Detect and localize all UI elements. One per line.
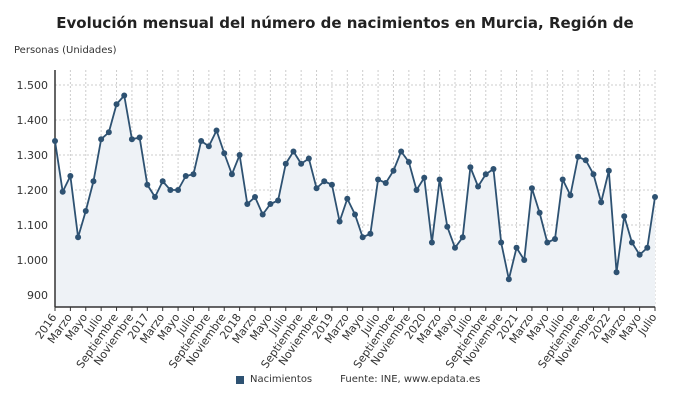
legend-label: Nacimientos: [250, 374, 313, 385]
data-point: [352, 211, 358, 218]
data-point: [413, 187, 420, 193]
data-point: [259, 211, 266, 218]
data-point: [221, 150, 228, 157]
y-tick-label: 1.500: [17, 79, 49, 92]
data-point: [436, 176, 443, 183]
data-point: [298, 160, 305, 167]
data-point: [328, 181, 335, 188]
data-point: [598, 199, 605, 206]
data-point: [575, 153, 582, 160]
y-tick-label: 1.000: [17, 254, 49, 267]
data-point: [398, 148, 405, 155]
data-point: [182, 173, 189, 179]
data-point: [405, 159, 412, 165]
data-point: [428, 239, 435, 246]
data-point: [275, 197, 282, 204]
y-tick-label: 1.400: [17, 114, 49, 127]
data-point: [559, 176, 566, 183]
y-tick-label: 1.300: [17, 149, 49, 162]
data-point: [228, 171, 235, 178]
data-point: [105, 129, 112, 136]
data-point: [313, 185, 320, 192]
data-point: [336, 218, 343, 225]
data-point: [144, 181, 151, 188]
data-point: [290, 148, 297, 155]
data-point: [605, 167, 612, 174]
data-point: [344, 195, 351, 202]
data-point: [613, 269, 620, 276]
data-point: [152, 194, 158, 200]
data-point: [236, 152, 243, 158]
data-point: [175, 187, 182, 193]
data-point: [505, 276, 512, 283]
y-tick-label: 1.200: [17, 184, 49, 197]
data-point: [59, 188, 66, 195]
data-point: [198, 138, 205, 144]
data-point: [444, 223, 451, 230]
data-point: [482, 171, 489, 178]
data-point: [590, 171, 597, 178]
data-point: [513, 244, 520, 251]
data-point: [528, 185, 535, 192]
data-point: [213, 127, 220, 134]
data-point: [75, 234, 82, 241]
data-point: [475, 183, 482, 190]
data-point: [113, 101, 120, 108]
y-tick-label: 900: [27, 289, 48, 302]
chart-title: Evolución mensual del número de nacimien…: [56, 14, 634, 32]
legend-swatch: [236, 375, 244, 384]
data-point: [67, 173, 74, 179]
data-point: [552, 236, 558, 242]
data-point: [82, 208, 89, 214]
data-point: [367, 230, 374, 237]
data-point: [136, 134, 143, 141]
data-point: [121, 92, 128, 99]
data-point: [244, 201, 251, 207]
data-point: [390, 167, 397, 174]
data-point: [582, 157, 589, 164]
data-point: [90, 178, 97, 185]
data-point: [621, 213, 628, 220]
y-tick-label: 1.100: [17, 219, 49, 232]
y-axis-label: Personas (Unidades): [14, 45, 117, 56]
data-point: [544, 239, 551, 246]
data-point: [98, 136, 105, 143]
data-point: [282, 160, 289, 167]
data-point: [652, 194, 658, 200]
data-point: [636, 251, 643, 258]
data-point: [375, 176, 382, 183]
data-point: [382, 180, 389, 186]
data-point: [421, 174, 428, 181]
source-text: Fuente: INE, www.epdata.es: [340, 374, 481, 385]
data-point: [536, 209, 543, 216]
data-point: [205, 143, 212, 150]
data-point: [321, 178, 328, 185]
data-point: [644, 244, 651, 251]
data-point: [267, 201, 274, 207]
data-point: [359, 234, 366, 241]
data-point: [305, 155, 312, 162]
data-point: [490, 166, 497, 172]
data-point: [567, 192, 574, 199]
data-point: [459, 234, 466, 241]
data-point: [52, 138, 58, 144]
data-point: [467, 164, 474, 171]
data-point: [628, 239, 635, 246]
data-point: [190, 171, 197, 178]
data-point: [167, 187, 174, 193]
data-point: [452, 244, 458, 251]
data-point: [498, 239, 505, 246]
data-point: [159, 178, 166, 185]
legend: Nacimientos Fuente: INE, www.epdata.es: [236, 374, 480, 385]
series-area: [55, 95, 655, 307]
data-point: [521, 257, 528, 263]
data-point: [128, 136, 135, 143]
data-point: [252, 194, 258, 200]
